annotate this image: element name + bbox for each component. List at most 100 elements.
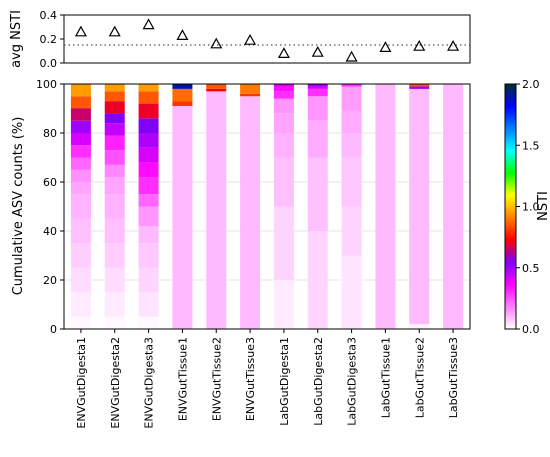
category-label: LabGutTissue1 <box>379 337 392 418</box>
bar-segment <box>70 133 91 146</box>
colorbar-tick-label: 1.5 <box>522 139 540 152</box>
avg-nsti-point <box>176 29 189 41</box>
bar-segment <box>307 88 328 97</box>
bar-segment <box>104 292 125 317</box>
category-label: LabGutDigesta2 <box>312 337 325 426</box>
bar-segment <box>138 84 159 92</box>
bar-segment <box>138 206 159 227</box>
bar-segment <box>273 91 294 99</box>
stacked-bar <box>409 84 430 329</box>
top-y-tick-label: 0.4 <box>40 9 58 22</box>
bar-segment <box>70 120 91 133</box>
bar-segment <box>70 267 91 293</box>
bar-segment <box>138 162 159 178</box>
bar-segment <box>409 86 430 89</box>
main-y-tick-label: 100 <box>36 78 57 91</box>
colorbar-gradient <box>504 83 517 330</box>
bar-segment <box>206 91 227 329</box>
bar-segment <box>104 177 125 195</box>
bar-segment <box>104 194 125 219</box>
bar-segment <box>70 169 91 182</box>
colorbar: 0.0 0.5 1.0 1.5 2.0 NSTI <box>504 78 550 336</box>
avg-nsti-point <box>379 41 392 53</box>
main-y-tick-label: 60 <box>43 176 57 189</box>
bar-segment <box>70 96 91 109</box>
avg-nsti-point <box>413 39 426 51</box>
category-label: LabGutTissue2 <box>413 337 426 418</box>
category-label: LabGutDigesta3 <box>346 337 359 426</box>
bar-segment <box>307 84 328 87</box>
bar-segment <box>104 84 125 92</box>
main-y-axis-title: Cumulative ASV counts (%) <box>11 117 26 296</box>
main-y-axis: 0 20 40 60 80 100 <box>36 78 64 336</box>
bar-segment <box>172 84 193 89</box>
colorbar-tick-label: 1.0 <box>522 201 540 214</box>
stacked-bar <box>172 84 193 329</box>
stacked-bar <box>240 84 261 329</box>
avg-nsti-point <box>447 39 460 51</box>
bar-segment <box>341 110 362 133</box>
colorbar-ticks: 0.0 0.5 1.0 1.5 2.0 <box>516 78 540 336</box>
bar-segment <box>206 84 227 89</box>
bar-segment <box>138 316 159 329</box>
bar-segment <box>443 84 464 329</box>
bar-segment <box>240 84 261 94</box>
bar-segment <box>307 86 328 89</box>
category-label: LabGutTissue3 <box>447 337 460 418</box>
stacked-bar <box>341 84 362 329</box>
colorbar-tick-label: 0.5 <box>522 262 540 275</box>
top-y-axis-title: avg NSTI <box>9 10 24 68</box>
main-y-tick-label: 0 <box>50 323 57 336</box>
avg-nsti-point <box>74 25 87 37</box>
bar-segment <box>138 194 159 207</box>
main-y-tick-label: 20 <box>43 274 57 287</box>
bar-segment <box>138 226 159 244</box>
bar-segment <box>104 267 125 293</box>
bar-segment <box>341 255 362 329</box>
bar-segment <box>70 218 91 244</box>
bar-segment <box>273 133 294 158</box>
bar-segment <box>104 218 125 244</box>
stacked-bars <box>70 84 464 329</box>
category-labels: ENVGutDigesta1 ENVGutDigesta2 ENVGutDigest… <box>75 329 460 429</box>
bar-segment <box>341 157 362 207</box>
stacked-bar <box>206 84 227 329</box>
stacked-bar-panel: 0 20 40 60 80 100 ENVGutDigesta1 ENVGutDigesta… <box>11 78 471 429</box>
bar-segment <box>138 292 159 317</box>
bar-segment <box>138 103 159 119</box>
bar-segment <box>70 243 91 268</box>
bar-segment <box>70 145 91 158</box>
bar-segment <box>70 108 91 121</box>
category-label: ENVGutDigesta3 <box>143 337 156 429</box>
stacked-bar <box>443 84 464 329</box>
top-plot-frame <box>63 14 471 64</box>
bar-segment <box>104 135 125 151</box>
avg-nsti-point <box>277 47 290 59</box>
colorbar-label: NSTI <box>536 191 550 221</box>
main-y-tick-label: 40 <box>43 225 57 238</box>
avg-nsti-point <box>244 33 257 45</box>
bar-segment <box>138 133 159 148</box>
bar-segment <box>307 96 328 121</box>
colorbar-tick-label: 2.0 <box>522 78 540 91</box>
bar-segment <box>138 91 159 104</box>
bar-segment <box>273 84 294 87</box>
bar-segment <box>307 120 328 158</box>
category-label: LabGutDigesta1 <box>278 337 291 426</box>
avg-nsti-point <box>142 18 155 30</box>
bar-segment <box>104 113 125 124</box>
bar-segment <box>104 243 125 268</box>
bar-segment <box>172 88 193 102</box>
bar-segment <box>273 98 294 114</box>
main-y-tick-label: 80 <box>43 127 57 140</box>
top-y-axis: 0.0 0.2 0.4 <box>40 9 64 70</box>
category-label: ENVGutTissue1 <box>176 337 189 421</box>
bar-segment <box>307 157 328 231</box>
bar-segment <box>341 86 362 111</box>
bar-segment <box>172 106 193 329</box>
avg-nsti-point <box>311 45 324 57</box>
stacked-bar <box>104 84 125 329</box>
stacked-bar <box>70 84 91 329</box>
stacked-bar <box>138 84 159 329</box>
bar-segment <box>104 164 125 178</box>
